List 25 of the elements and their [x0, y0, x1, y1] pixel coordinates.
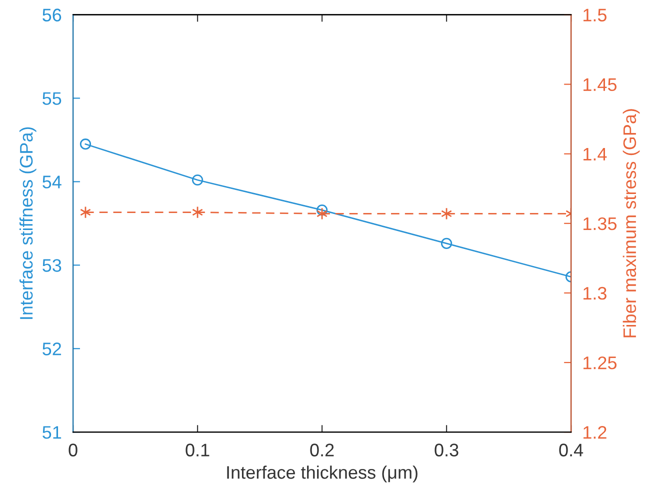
x-tick-label: 0: [68, 444, 78, 456]
x-tick-label: 0.2: [310, 444, 334, 456]
point: [316, 204, 328, 216]
y-tick-label: 55: [42, 92, 62, 105]
y-tick-label: 56: [42, 8, 62, 22]
y-tick-label: 54: [42, 176, 62, 188]
y2-tick-label: 1.4: [584, 148, 607, 160]
point: [440, 238, 452, 249]
y-axis-title: Interface stiffness (GPa): [19, 127, 36, 319]
y-tick-label: 51: [42, 426, 62, 439]
y2-tick-label: 1.45: [584, 78, 617, 92]
point: [80, 138, 92, 150]
y2-tick-label: 1.3: [584, 286, 606, 300]
point: [192, 174, 204, 186]
y2-tick-label: 1.25: [584, 356, 617, 370]
y2-tick-label: 1.2: [584, 426, 606, 439]
y-tick-label: 53: [42, 259, 62, 272]
y2-axis-title: Fiber maximum stress (GPa): [622, 109, 640, 338]
y2-tick-label: 1.35: [584, 217, 617, 230]
x-tick-label: 0.4: [559, 444, 584, 456]
x-axis-title: Interface thickness (μm): [227, 466, 418, 482]
x-tick-label: 0.1: [186, 444, 210, 456]
x-tick-label: 0.3: [434, 444, 458, 456]
y2-tick-label: 1.5: [584, 8, 606, 22]
y-tick-label: 52: [42, 342, 62, 356]
